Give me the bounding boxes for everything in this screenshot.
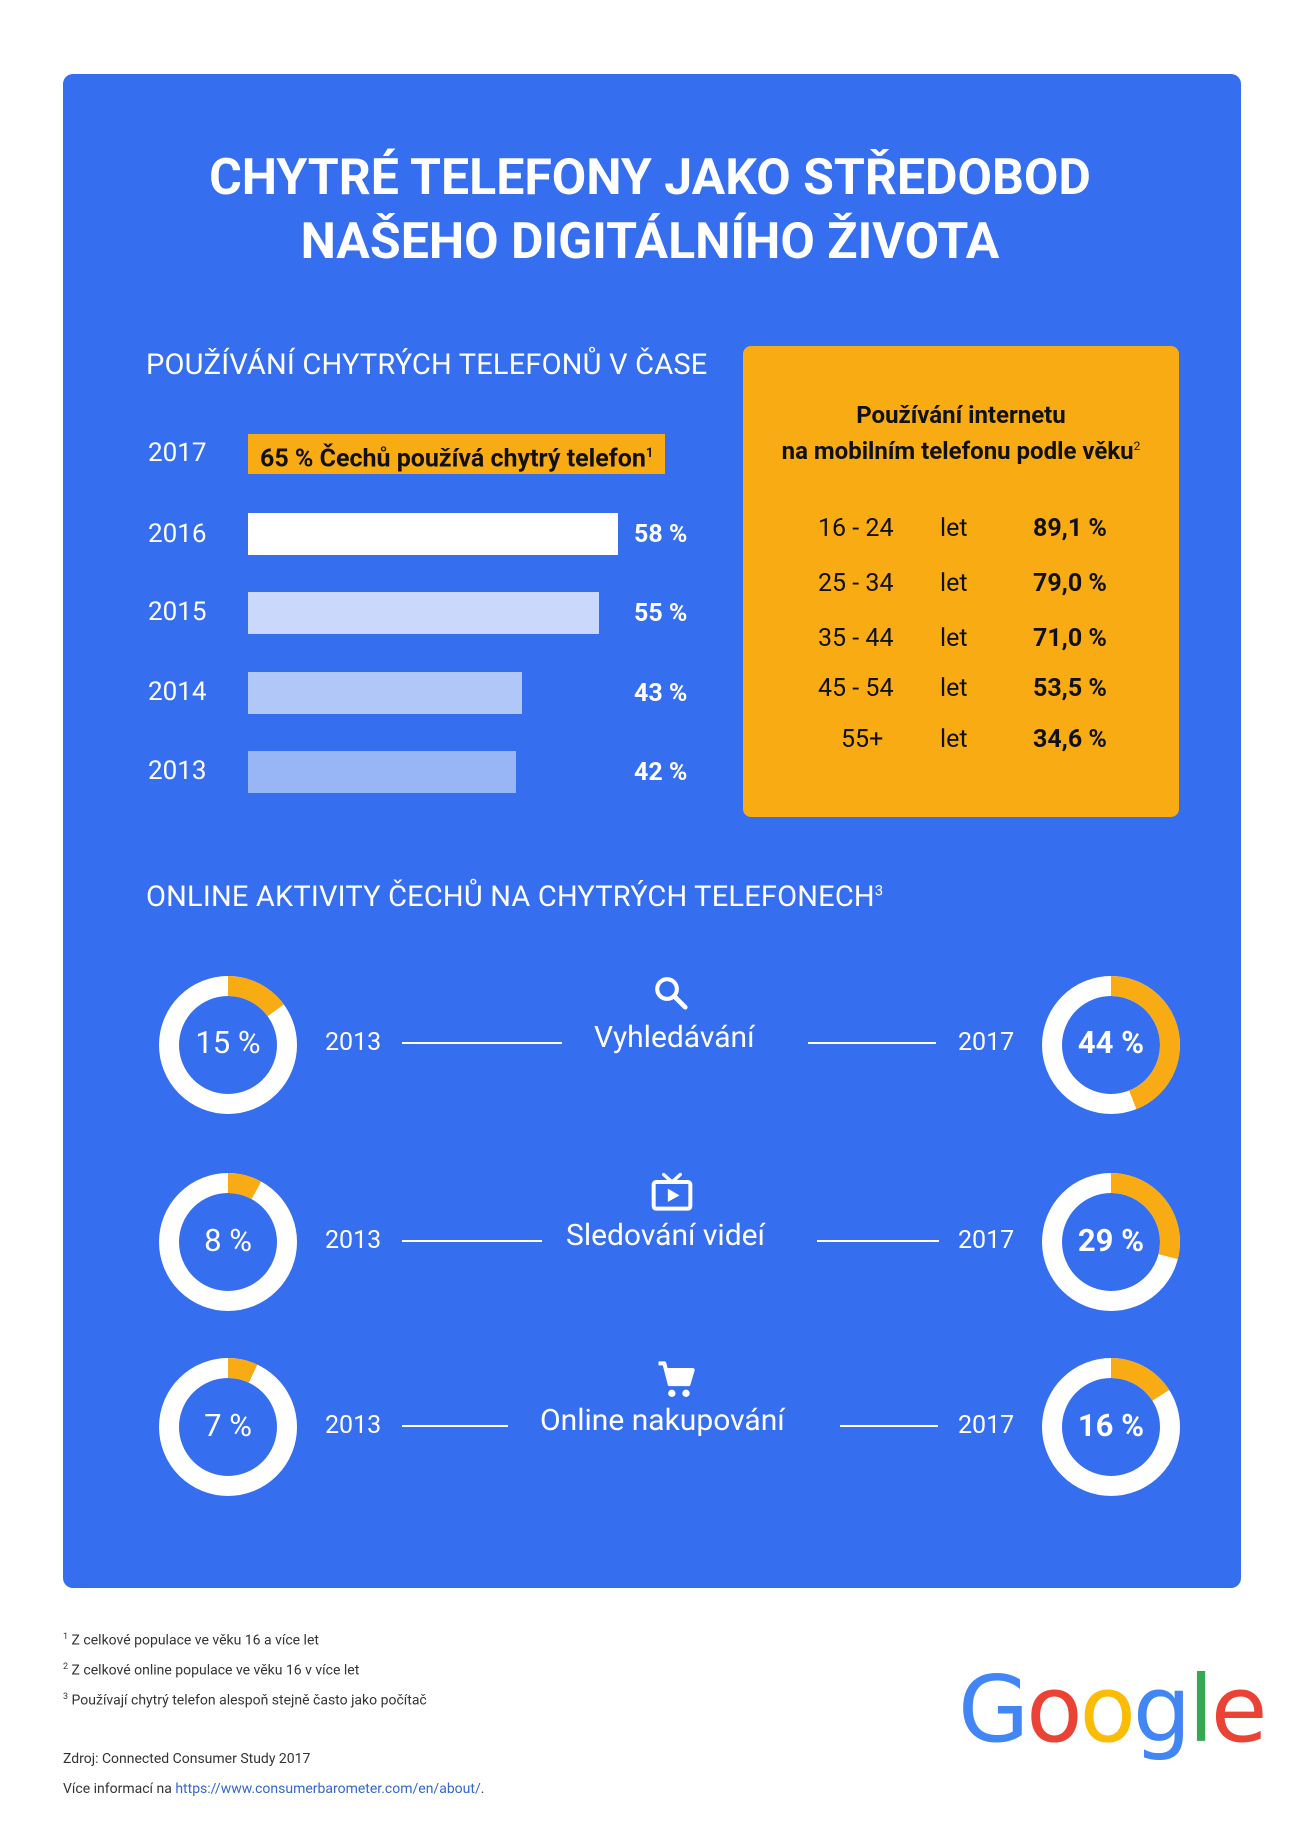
donut-2017	[1042, 1358, 1180, 1496]
tv-play-icon	[651, 1172, 693, 1211]
bar-year-label: 2014	[148, 677, 207, 707]
donut-value-2013: 15 %	[195, 1024, 261, 1061]
bar-value-label: 43 %	[634, 679, 688, 708]
donut-value-2017: 29 %	[1077, 1222, 1145, 1259]
footnote: 3 Používají chytrý telefon alespoň stejn…	[63, 1692, 427, 1709]
age-value: 53,5 %	[1033, 674, 1107, 703]
mobile-internet-title: Používání internetu na mobilním telefonu…	[781, 401, 1141, 465]
age-unit: let	[940, 569, 968, 598]
donut-value-2013: 8 %	[204, 1222, 252, 1259]
year-end-label: 2017	[958, 1411, 1015, 1440]
logo-letter: o	[1079, 1656, 1136, 1763]
activity-label: Sledování videí	[566, 1218, 765, 1253]
logo-letter: o	[1026, 1656, 1082, 1763]
connector-line	[402, 1425, 508, 1427]
bar-2013	[248, 751, 516, 793]
age-range: 25 - 34	[818, 569, 894, 598]
age-value: 71,0 %	[1033, 624, 1107, 653]
age-unit: let	[940, 624, 968, 653]
footnote: 1 Z celkové populace ve věku 16 a více l…	[63, 1632, 319, 1649]
age-range: 35 - 44	[818, 624, 894, 653]
year-end-label: 2017	[958, 1028, 1015, 1057]
donut-segment	[1110, 1173, 1180, 1260]
donut-2017	[1042, 976, 1180, 1114]
bar-year-label: 2017	[148, 438, 207, 468]
logo-letter: l	[1188, 1656, 1214, 1763]
year-start-label: 2013	[325, 1028, 382, 1057]
bar-value-label: 42 %	[634, 758, 688, 787]
donut-2013	[159, 976, 297, 1114]
footnote: 2 Z celkové online populace ve věku 16 v…	[63, 1662, 360, 1679]
donut-2013	[159, 1173, 297, 1311]
logo-letter: g	[1132, 1656, 1191, 1763]
donut-segment	[227, 1173, 262, 1200]
donut-2017	[1042, 1173, 1180, 1311]
activities-heading: ONLINE AKTIVITY ČECHŮ NA CHYTRÝCH TELEFO…	[146, 880, 884, 914]
bar-2015	[248, 592, 599, 634]
donut-segment	[1110, 976, 1180, 1110]
consumerbarometer-link[interactable]: https://www.consumerbarometer.com/en/abo…	[175, 1781, 481, 1797]
usage-heading: POUŽÍVÁNÍ CHYTRÝCH TELEFONŮ V ČASE	[146, 348, 708, 382]
activity-label: Online nakupování	[540, 1403, 785, 1438]
age-unit: let	[940, 725, 968, 754]
donut-segment	[227, 1358, 258, 1383]
activity-label: Vyhledávání	[594, 1020, 755, 1055]
bar-value-label: 58 %	[634, 520, 688, 549]
bar-year-label: 2015	[148, 597, 207, 627]
google-logo: Google	[958, 1656, 1268, 1763]
bar-year-label: 2013	[148, 756, 207, 786]
age-unit: let	[940, 674, 968, 703]
logo-letter: e	[1210, 1656, 1268, 1763]
connector-line	[402, 1240, 542, 1242]
search-icon	[655, 977, 688, 1010]
shopping-cart-icon	[658, 1361, 695, 1397]
age-range: 55+	[841, 725, 884, 754]
age-range: 16 - 24	[818, 514, 894, 543]
donut-value-2017: 16 %	[1077, 1407, 1145, 1444]
age-value: 79,0 %	[1033, 569, 1107, 598]
donut-segment	[227, 976, 284, 1017]
connector-line	[402, 1042, 562, 1044]
connector-line	[817, 1240, 939, 1242]
logo-letter: G	[958, 1656, 1029, 1763]
bar-2016	[248, 513, 618, 555]
donut-2013	[159, 1358, 297, 1496]
bar-2014	[248, 672, 522, 714]
donut-segment	[1110, 1358, 1170, 1402]
age-value: 34,6 %	[1033, 725, 1107, 754]
highlight-bar-2017: 65 % Čechů používá chytrý telefon1	[248, 434, 666, 474]
year-start-label: 2013	[325, 1411, 382, 1440]
bar-value-label: 55 %	[634, 599, 688, 628]
year-start-label: 2013	[325, 1226, 382, 1255]
age-unit: let	[940, 514, 968, 543]
connector-line	[808, 1042, 936, 1044]
age-range: 45 - 54	[818, 674, 894, 703]
bar-year-label: 2016	[148, 519, 207, 549]
more-info-text: Více informací na https://www.consumerba…	[63, 1781, 485, 1797]
donut-value-2013: 7 %	[204, 1407, 252, 1444]
main-panel	[63, 74, 1241, 1588]
year-end-label: 2017	[958, 1226, 1015, 1255]
page-title: CHYTRÉ TELEFONY JAKO STŘEDOBOD NAŠEHO DI…	[209, 149, 1091, 271]
mobile-internet-box	[743, 346, 1179, 817]
source-text: Zdroj: Connected Consumer Study 2017	[63, 1751, 311, 1767]
donut-value-2017: 44 %	[1077, 1024, 1145, 1061]
age-value: 89,1 %	[1033, 514, 1107, 543]
connector-line	[840, 1425, 938, 1427]
